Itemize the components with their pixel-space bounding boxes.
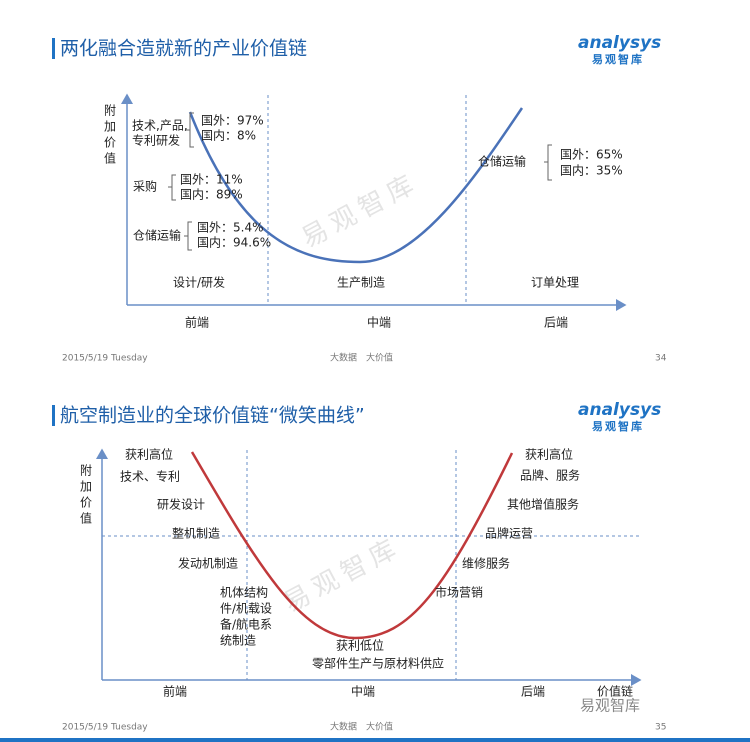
x-label: 后端 [521,685,545,699]
left-label: 整机制造 [172,526,220,541]
title-bar [52,405,55,426]
group-label: 仓储运输 [478,154,526,169]
group-label: 专利研发 [132,133,180,148]
slide-title: 航空制造业的全球价值链“微笑曲线” [60,405,365,427]
x-label: 前端 [185,315,209,330]
watermark: 易观智库 [297,168,424,255]
share: 国内：8% [201,129,256,143]
bottom-bar [0,738,750,742]
zone-label: 生产制造 [337,276,385,290]
footer-slogan: 大数据 大价值 [330,721,393,733]
x-label: 中端 [367,315,391,330]
x-label: 中端 [351,684,375,699]
y-axis-label: 值 [80,511,92,526]
bracket [186,112,194,148]
footer-slogan: 大数据 大价值 [330,352,393,364]
left-label: 件/机载设 [220,602,272,616]
y-axis-label: 附 [80,464,92,478]
bottom-label: 零部件生产与原材料供应 [312,656,444,671]
slide-title: 两化融合造就新的产业价值链 [60,38,307,60]
y-axis-label: 价 [104,136,116,150]
bracket [544,144,552,181]
group-label: 技术,产品, [132,119,188,133]
y-axis-label: 加 [104,120,116,134]
y-axis-label: 加 [80,480,92,494]
group-label: 仓储运输 [133,228,181,243]
x-label: 前端 [163,684,187,699]
logo-brand: analysys [578,400,661,420]
footer-date: 2015/5/19 Tuesday [62,723,148,733]
page-number: 35 [655,723,666,733]
logo-name: 易观智库 [592,419,644,433]
share: 国内：89% [180,188,243,202]
right-label: 品牌运营 [485,527,533,541]
logo-brand: analysys [578,33,661,53]
smile-curve [190,451,514,640]
slide-1: 两化融合造就新的产业价值链 analysys 易观智库 易观智库 附 加 价 值… [52,33,667,364]
left-label: 获利高位 [125,447,173,462]
bottom-label: 获利低位 [336,638,384,653]
left-label: 机体结构 [220,585,268,600]
share: 国内：35% [560,164,623,178]
right-label: 市场营销 [435,585,483,600]
slide-2: 航空制造业的全球价值链“微笑曲线” analysys 易观智库 易观智库 附 加… [0,400,750,742]
right-label: 维修服务 [462,556,510,571]
bracket [184,221,192,251]
right-label: 获利高位 [525,447,573,462]
value-curve [188,107,524,264]
group-label: 采购 [133,179,157,194]
left-label: 备/航电系 [220,617,272,632]
wechat-watermark: 易观智库 [580,697,640,715]
share: 国外：97% [201,114,264,128]
left-label: 技术、专利 [120,469,180,484]
zone-label: 订单处理 [531,276,579,290]
title-bar [52,38,55,59]
left-label: 统制造 [220,634,256,648]
zone-label: 设计/研发 [173,275,225,290]
x-label: 后端 [544,316,568,330]
x-label: 价值链 [597,684,633,699]
left-label: 发动机制造 [178,556,238,571]
share: 国外：11% [180,173,243,187]
y-axis-label: 值 [104,151,116,166]
y-axis-label: 附 [104,104,116,118]
page-number: 34 [655,354,667,364]
logo-name: 易观智库 [592,52,644,66]
right-label: 其他增值服务 [507,497,579,512]
y-axis-label: 价 [80,496,92,510]
right-label: 品牌、服务 [520,468,580,483]
left-label: 研发设计 [157,497,205,512]
share: 国内：94.6% [197,236,271,250]
share: 国外：65% [560,148,623,162]
share: 国外：5.4% [197,221,264,235]
bracket [168,174,176,201]
watermark: 易观智库 [279,532,406,619]
footer-date: 2015/5/19 Tuesday [62,354,148,364]
